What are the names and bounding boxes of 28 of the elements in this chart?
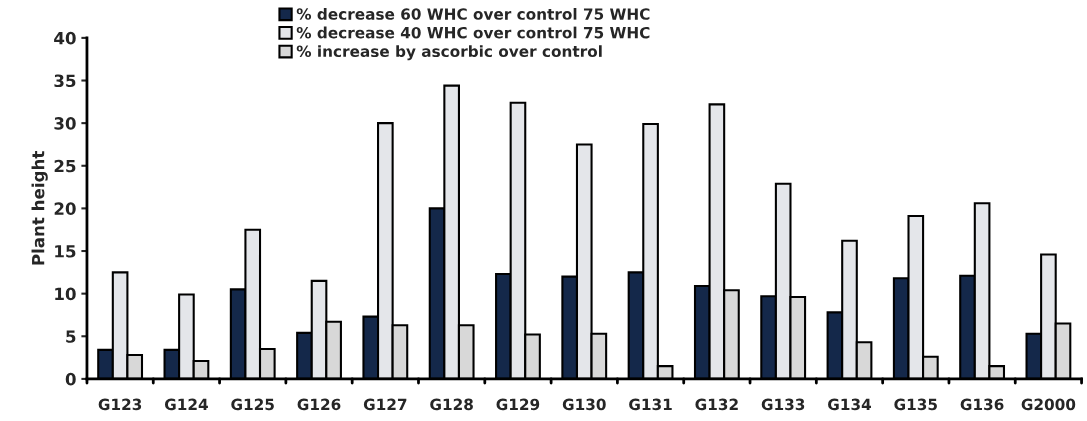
x-tick-label: G2000 xyxy=(1021,398,1076,411)
x-tick-label: G123 xyxy=(98,398,142,411)
y-tick-label: 40 xyxy=(54,31,76,45)
x-tick-label: G131 xyxy=(629,398,672,411)
x-tick-label: G128 xyxy=(430,398,473,411)
x-tick-label: G129 xyxy=(496,398,540,411)
y-tick-label: 0 xyxy=(65,372,76,386)
x-tick-label: G125 xyxy=(231,398,274,411)
legend-label: % decrease 40 WHC over control 75 WHC xyxy=(296,26,650,39)
y-tick-label: 15 xyxy=(55,245,76,258)
x-tick-label: G135 xyxy=(894,398,937,411)
y-tick-label: 10 xyxy=(55,287,76,301)
x-tick-label: G124 xyxy=(164,398,208,411)
y-tick-label: 20 xyxy=(54,202,76,215)
x-tick-label: G133 xyxy=(761,398,805,411)
y-tick-label: 30 xyxy=(54,117,76,130)
x-tick-label: G127 xyxy=(363,398,407,411)
legend-label: % decrease 60 WHC over control 75 WHC xyxy=(296,8,650,20)
y-tick-label: 5 xyxy=(66,330,76,343)
x-tick-label: G130 xyxy=(562,398,606,411)
y-axis-title: Plant height xyxy=(31,151,48,265)
x-tick-label: G134 xyxy=(828,398,871,411)
legend-label: % increase by ascorbic over control xyxy=(296,45,602,61)
y-tick-label: 35 xyxy=(54,74,76,88)
x-tick-label: G136 xyxy=(960,398,1004,411)
y-tick-label: 25 xyxy=(54,159,76,173)
x-tick-label: G126 xyxy=(297,398,341,411)
x-tick-label: G132 xyxy=(695,398,738,411)
